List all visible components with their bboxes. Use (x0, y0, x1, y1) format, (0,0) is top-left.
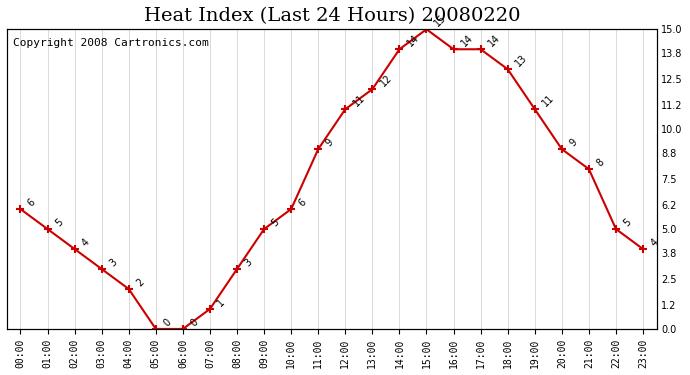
Title: Heat Index (Last 24 Hours) 20080220: Heat Index (Last 24 Hours) 20080220 (144, 7, 520, 25)
Text: Copyright 2008 Cartronics.com: Copyright 2008 Cartronics.com (13, 38, 209, 48)
Text: 5: 5 (53, 217, 65, 228)
Text: 3: 3 (107, 257, 119, 268)
Text: 9: 9 (324, 137, 335, 148)
Text: 15: 15 (432, 13, 448, 28)
Text: 13: 13 (513, 53, 529, 69)
Text: 0: 0 (161, 317, 172, 328)
Text: 1: 1 (215, 297, 227, 308)
Text: 9: 9 (567, 137, 579, 148)
Text: 6: 6 (26, 197, 37, 208)
Text: 2: 2 (135, 277, 146, 288)
Text: 3: 3 (243, 257, 254, 268)
Text: 6: 6 (297, 197, 308, 208)
Text: 12: 12 (378, 73, 394, 88)
Text: 8: 8 (595, 157, 606, 168)
Text: 14: 14 (405, 33, 421, 48)
Text: 4: 4 (649, 237, 660, 248)
Text: 5: 5 (270, 217, 281, 228)
Text: 11: 11 (540, 93, 556, 108)
Text: 0: 0 (188, 317, 200, 328)
Text: 14: 14 (486, 33, 502, 48)
Text: 14: 14 (459, 33, 475, 48)
Text: 11: 11 (351, 93, 366, 108)
Text: 4: 4 (80, 237, 92, 248)
Text: 5: 5 (622, 217, 633, 228)
